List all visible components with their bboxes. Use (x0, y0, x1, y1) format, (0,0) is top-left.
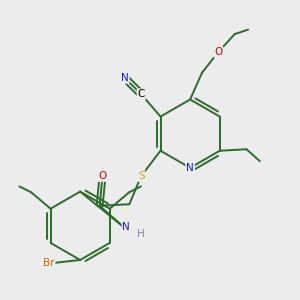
Text: O: O (214, 47, 223, 57)
Text: Br: Br (43, 258, 55, 268)
Text: C: C (137, 89, 145, 99)
Text: N: N (186, 163, 194, 173)
Text: N: N (121, 73, 129, 83)
Text: O: O (98, 171, 107, 181)
Text: H: H (137, 229, 145, 239)
Text: N: N (122, 221, 130, 232)
Text: S: S (138, 171, 145, 181)
